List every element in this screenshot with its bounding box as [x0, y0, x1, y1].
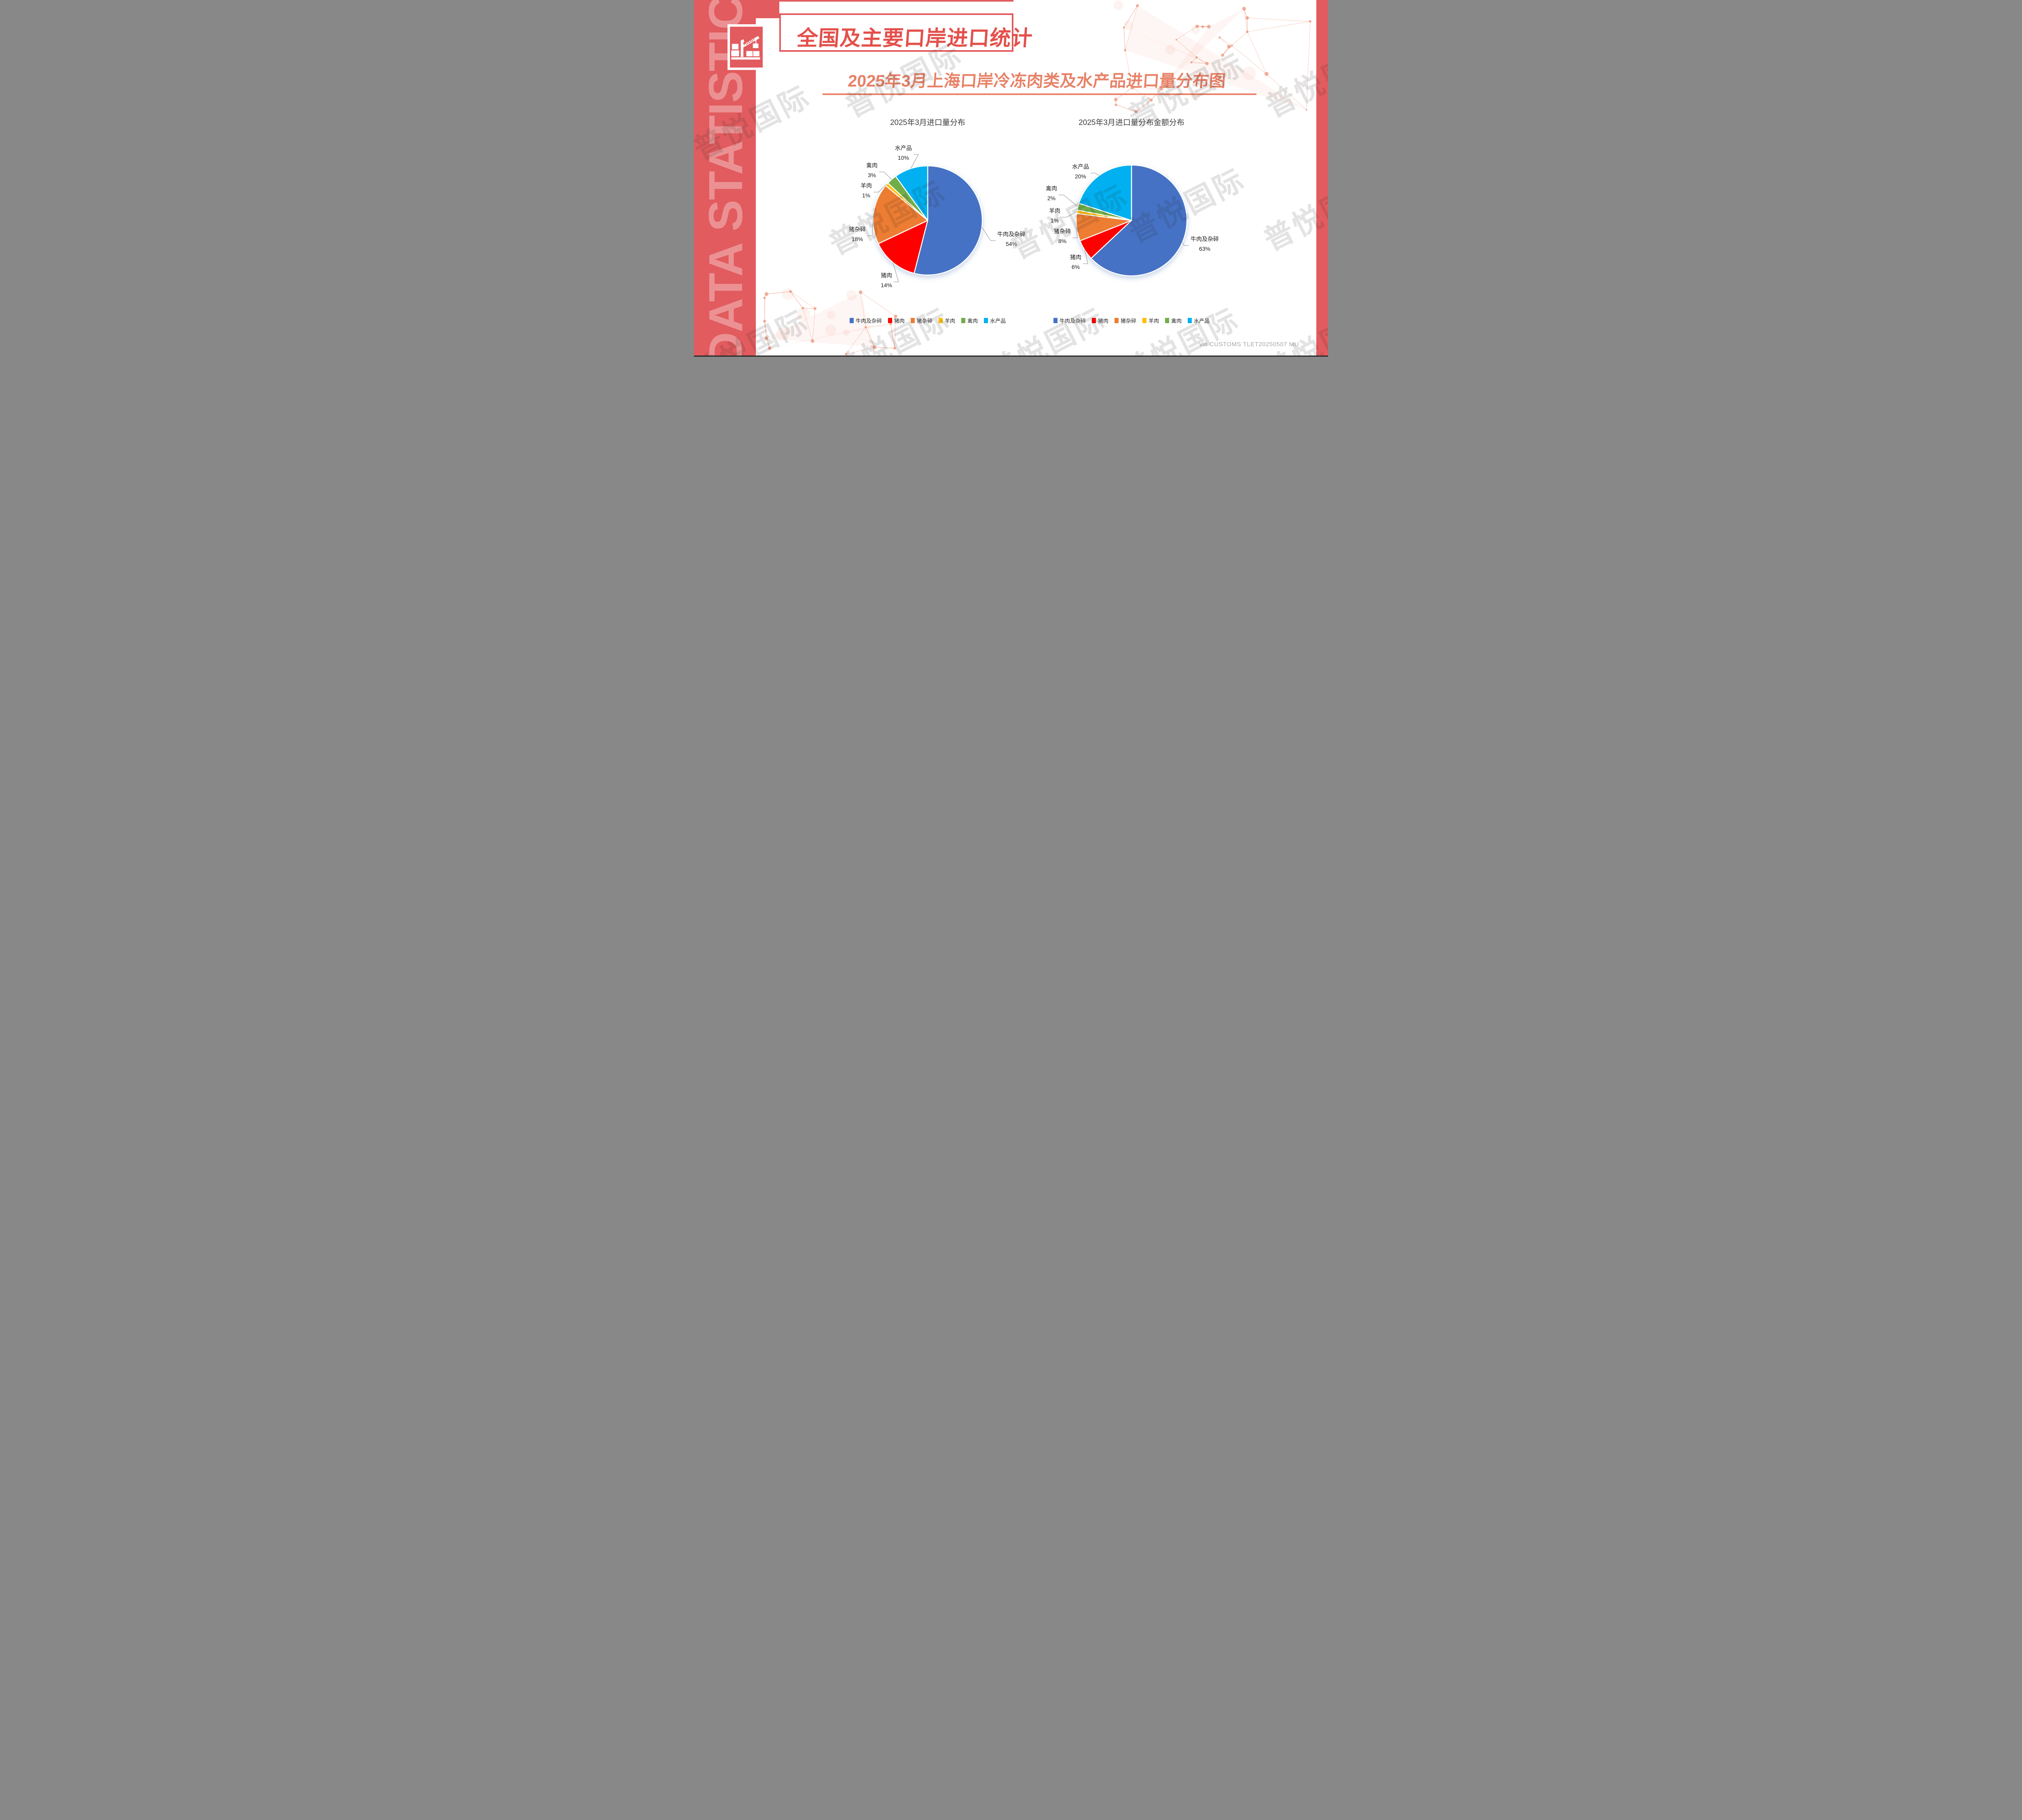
- slice-label-name: 牛肉及杂碎: [997, 231, 1026, 237]
- slice-label-name: 猪肉: [1070, 254, 1081, 260]
- pie-slice-1: [878, 220, 929, 274]
- slice-label-name: 水产品: [895, 145, 912, 151]
- label-leader-line: [910, 154, 919, 169]
- legend-label: 猪肉: [894, 318, 905, 324]
- legend-item-4: 禽肉: [1165, 317, 1182, 324]
- legend-swatch: [984, 318, 988, 323]
- slice-label-percent: 8%: [1058, 238, 1066, 244]
- slice-label-name: 羊肉: [1049, 207, 1060, 214]
- legend-item-5: 水产品: [1188, 317, 1210, 324]
- slice-label-percent: 1%: [862, 192, 870, 199]
- chart-title-value: 2025年3月进口量分布金额分布: [1079, 119, 1184, 127]
- label-leader-line: [1091, 173, 1099, 176]
- legend-label: 水产品: [1194, 318, 1210, 324]
- subtitle-underline: [823, 93, 1256, 95]
- slide-page: DATA STATISTICS REPORT 全国及主要口岸进口统计: [694, 0, 1328, 357]
- legend-item-4: 禽肉: [961, 317, 978, 324]
- label-leader-line: [1182, 242, 1189, 246]
- pie-chart-import-volume: 牛肉及杂碎 54% 猪肉 14% 猪杂碎 18% 羊肉 1% 禽肉 3% 水产品 10%: [823, 133, 1033, 307]
- slice-label-name: 禽肉: [866, 162, 878, 169]
- label-leader-line: [1062, 212, 1077, 218]
- legend-swatch: [1053, 318, 1058, 323]
- label-leader-line: [981, 227, 996, 241]
- chart-title-volume: 2025年3月进口量分布: [890, 119, 965, 127]
- chart-legend-value: 牛肉及杂碎 猪肉 猪杂碎 羊肉 禽肉 水产品: [1026, 317, 1237, 324]
- legend-swatch: [1188, 318, 1192, 323]
- slice-label-name: 猪肉: [881, 272, 892, 279]
- legend-label: 水产品: [990, 318, 1006, 324]
- legend-label: 猪杂碎: [916, 318, 933, 324]
- pie-slice-2: [872, 185, 929, 244]
- legend-item-1: 猪肉: [888, 317, 905, 324]
- slice-label-name: 羊肉: [861, 182, 872, 189]
- source-note: via CUSTOMS TLET20250507 MU: [1199, 341, 1299, 348]
- legend-item-1: 猪肉: [1091, 317, 1108, 324]
- legend-swatch: [939, 318, 943, 323]
- legend-item-3: 羊肉: [939, 317, 955, 324]
- network-mesh-decoration-bottom-left: [751, 288, 897, 356]
- slice-label-percent: 10%: [898, 154, 909, 161]
- legend-item-5: 水产品: [984, 317, 1006, 324]
- right-red-strip: [1316, 0, 1328, 357]
- slice-label-name: 水产品: [1072, 163, 1089, 170]
- label-leader-line: [1072, 227, 1078, 238]
- legend-swatch: [961, 318, 966, 323]
- slice-label-percent: 14%: [881, 282, 892, 288]
- legend-swatch: [1165, 318, 1170, 323]
- header-title-box: [779, 13, 1013, 52]
- legend-label: 猪肉: [1098, 318, 1108, 324]
- slice-label-name: 禽肉: [1046, 185, 1057, 192]
- label-leader-line: [893, 262, 899, 282]
- legend-swatch: [910, 318, 915, 323]
- pie-slice-5: [895, 165, 929, 221]
- legend-label: 牛肉及杂碎: [855, 318, 882, 324]
- legend-label: 禽肉: [967, 318, 978, 324]
- slice-label-name: 猪杂碎: [1054, 228, 1071, 235]
- label-leader-line: [1059, 195, 1078, 207]
- slice-label-name: 牛肉及杂碎: [1191, 236, 1219, 242]
- label-leader-line: [879, 171, 892, 180]
- header-top-rule: [756, 0, 1013, 2]
- legend-label: 羊肉: [1148, 318, 1159, 324]
- legend-item-3: 羊肉: [1142, 317, 1159, 324]
- slice-label-percent: 1%: [1051, 217, 1059, 224]
- pie-chart-import-value: 牛肉及杂碎 63% 猪肉 6% 猪杂碎 8% 羊肉 1% 禽肉 2% 水产品 20%: [1026, 133, 1237, 307]
- page-title: 全国及主要口岸进口统计: [796, 27, 1034, 50]
- slice-label-percent: 18%: [852, 236, 863, 242]
- legend-swatch: [888, 318, 892, 323]
- legend-label: 猪杂碎: [1120, 318, 1136, 324]
- legend-item-2: 猪杂碎: [910, 317, 933, 324]
- slice-label-percent: 6%: [1072, 264, 1080, 270]
- bottom-edge-line: [694, 356, 1328, 357]
- legend-item-0: 牛肉及杂碎: [849, 317, 882, 324]
- slice-label-name: 猪杂碎: [849, 226, 866, 233]
- label-leader-line: [874, 184, 887, 193]
- port-crane-icon: [728, 24, 765, 70]
- chart-legend-volume: 牛肉及杂碎 猪肉 猪杂碎 羊肉 禽肉 水产品: [823, 317, 1033, 324]
- header-red-block: [756, 0, 779, 18]
- slice-label-percent: 20%: [1075, 173, 1086, 180]
- slice-label-percent: 3%: [868, 172, 876, 178]
- label-leader-line: [1083, 250, 1088, 264]
- legend-swatch: [1091, 318, 1096, 323]
- legend-item-0: 牛肉及杂碎: [1053, 317, 1086, 324]
- network-mesh-decoration-top-right: [1113, 0, 1311, 113]
- slice-label-percent: 54%: [1006, 241, 1017, 247]
- slice-label-percent: 63%: [1199, 245, 1210, 252]
- slide-subtitle: 2025年3月上海口岸冷冻肉类及水产品进口量分布图: [847, 72, 1227, 90]
- legend-swatch: [849, 318, 854, 323]
- legend-swatch: [1142, 318, 1146, 323]
- legend-swatch: [1114, 318, 1119, 323]
- legend-label: 羊肉: [945, 318, 956, 324]
- slice-label-percent: 2%: [1047, 195, 1055, 201]
- legend-item-2: 猪杂碎: [1114, 317, 1136, 324]
- label-leader-line: [867, 214, 874, 236]
- legend-label: 牛肉及杂碎: [1059, 318, 1086, 324]
- legend-label: 禽肉: [1171, 318, 1182, 324]
